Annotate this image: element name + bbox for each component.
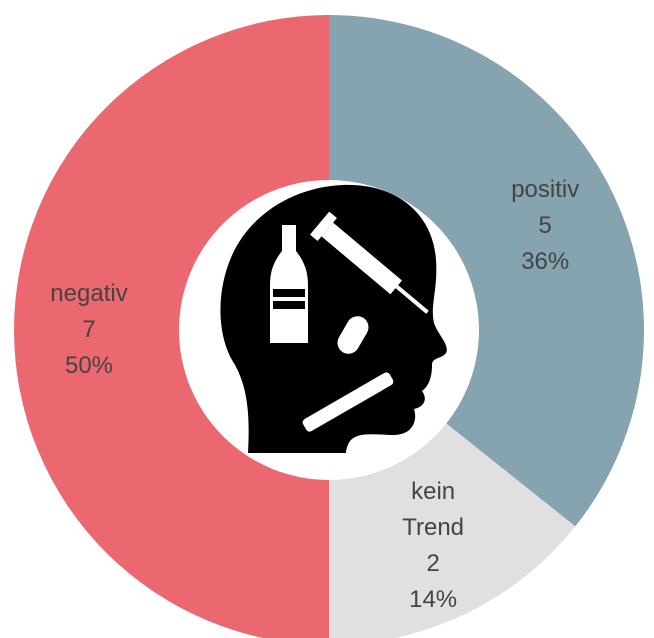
- head-icon: [220, 185, 446, 453]
- page: positiv536% kein Trend214% negativ750%: [0, 0, 654, 638]
- category: positiv: [500, 172, 590, 208]
- category: kein Trend: [388, 474, 478, 546]
- percent: 50%: [44, 348, 134, 384]
- percent: 36%: [500, 244, 590, 280]
- value: 2: [388, 546, 478, 582]
- value: 7: [44, 312, 134, 348]
- value: 5: [500, 208, 590, 244]
- percent: 14%: [388, 582, 478, 618]
- category: negativ: [44, 276, 134, 312]
- bottle-stripe: [273, 297, 305, 301]
